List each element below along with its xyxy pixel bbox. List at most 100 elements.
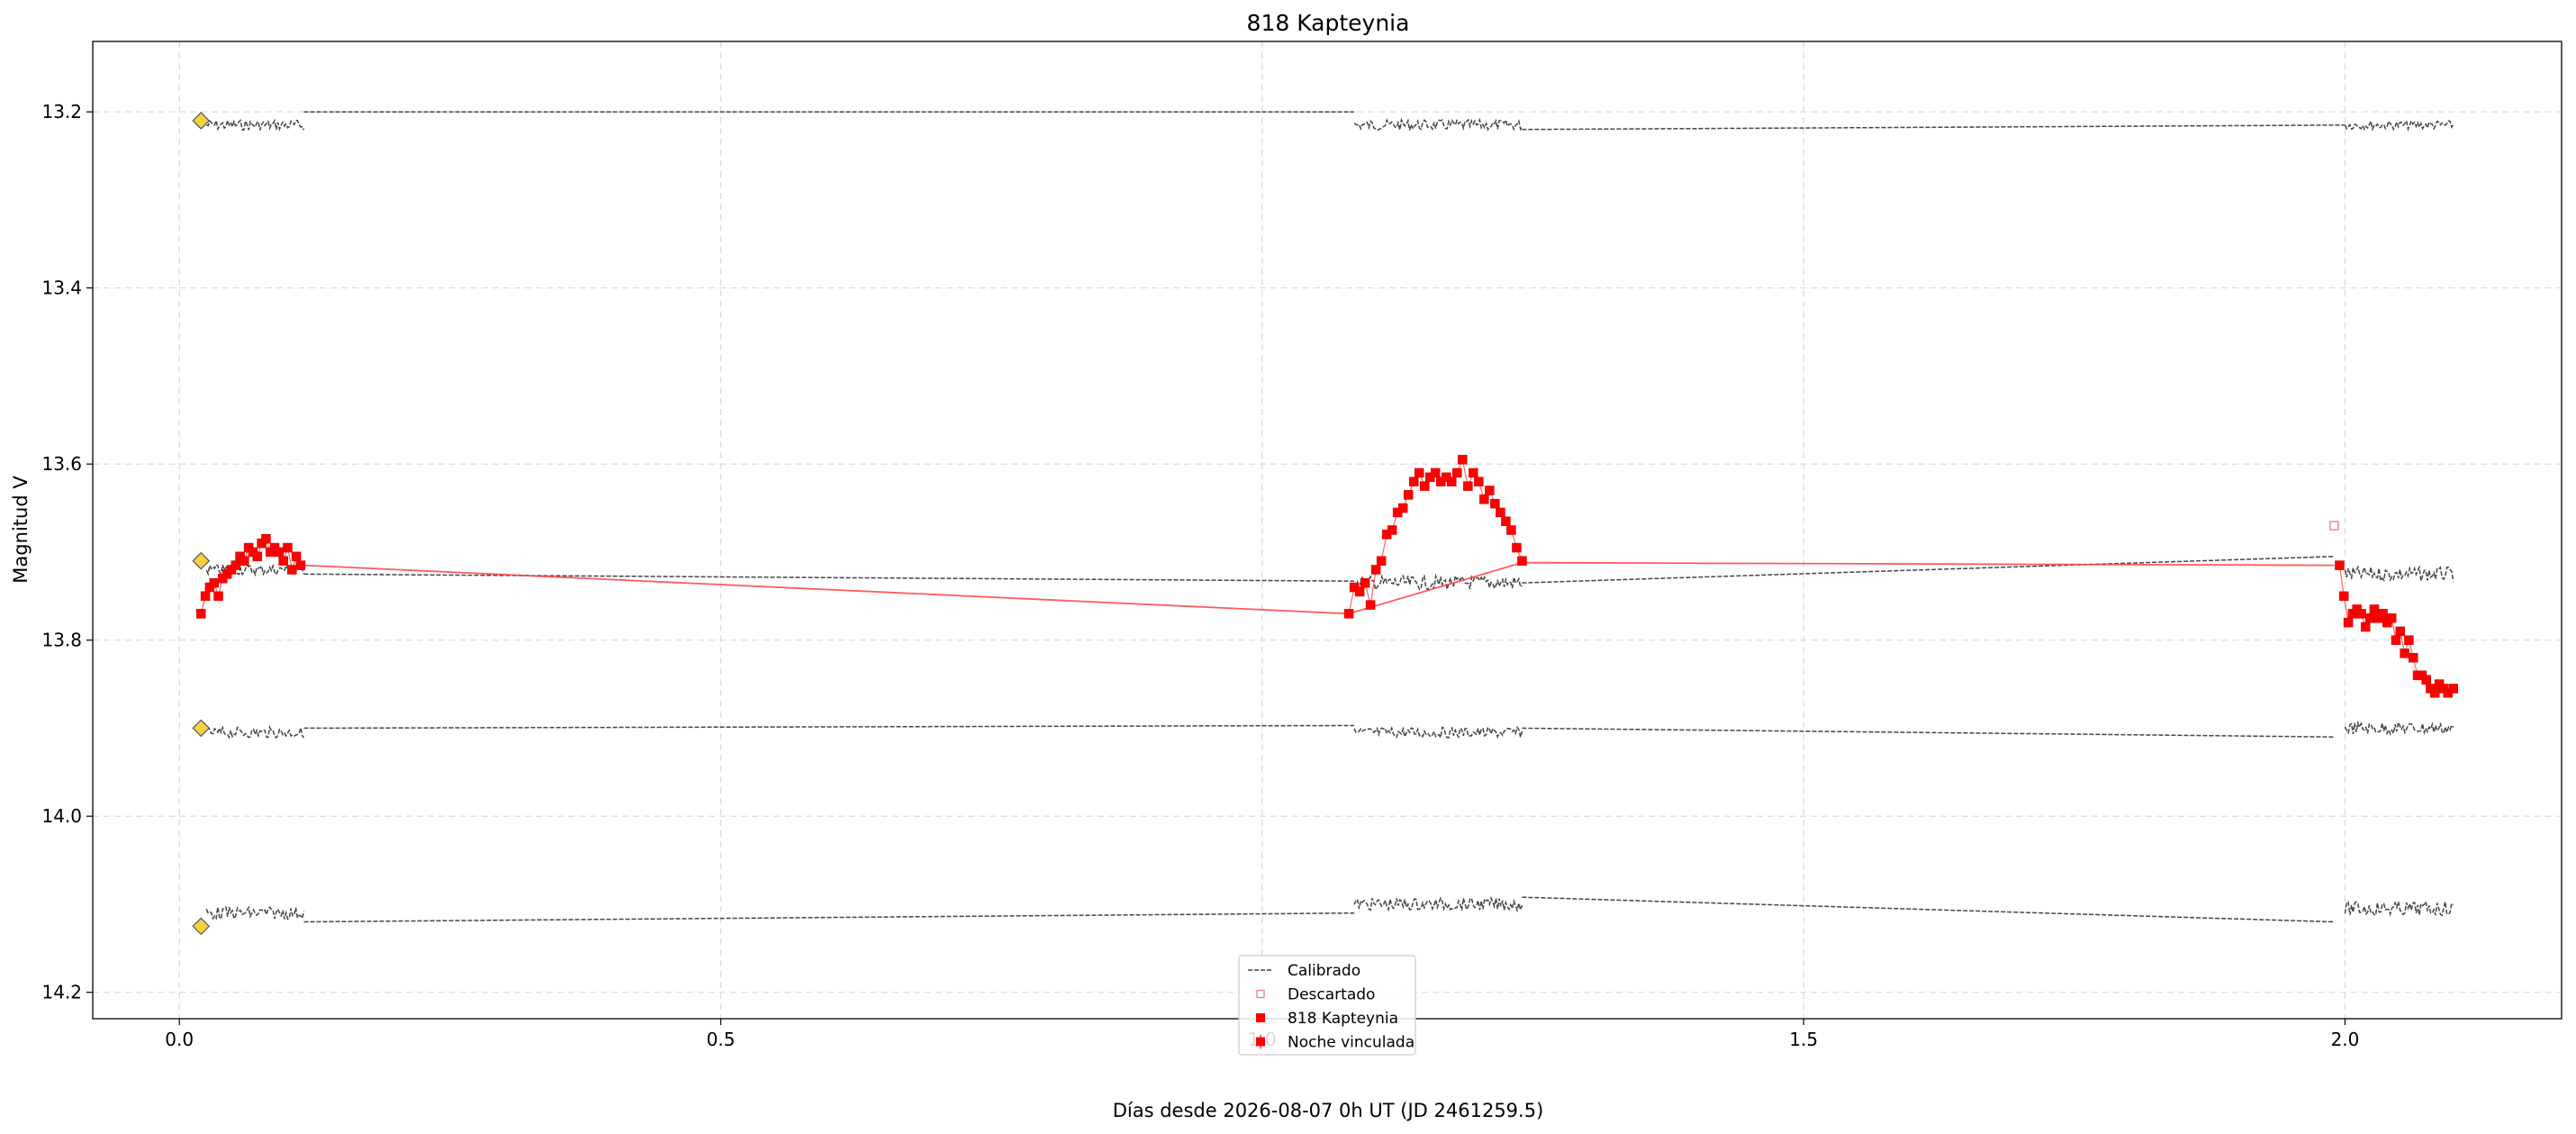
- target-point: [287, 565, 297, 575]
- x-tick-label: 2.0: [2331, 1029, 2360, 1050]
- legend-swatch-linked: [1256, 1037, 1265, 1047]
- target-point: [1403, 490, 1414, 500]
- target-point: [1397, 503, 1408, 513]
- target-point: [1490, 498, 1500, 509]
- chart-title: 818 Kapteynia: [1247, 10, 1410, 36]
- x-tick-label: 1.5: [1789, 1029, 1818, 1050]
- target-point: [1517, 556, 1527, 566]
- linked-night-line: [303, 561, 2335, 615]
- comparison-night-segment: [205, 905, 305, 921]
- target-point: [291, 551, 302, 562]
- target-point: [2361, 621, 2371, 632]
- target-points: [196, 455, 2458, 698]
- target-point: [1512, 542, 1522, 553]
- target-point: [295, 560, 306, 570]
- legend-label: Noche vinculada: [1288, 1034, 1415, 1052]
- comparison-link-line: [1522, 727, 2335, 738]
- comparison-star-marker: [192, 719, 211, 738]
- legend-label: Calibrado: [1288, 962, 1360, 980]
- target-point: [196, 609, 206, 619]
- target-point: [1474, 476, 1484, 486]
- legend-swatch-target: [1256, 1013, 1265, 1022]
- comparison-star-marker: [192, 551, 211, 570]
- legend-label: Descartado: [1288, 986, 1375, 1004]
- comparison-night-segment: [2344, 720, 2454, 736]
- target-point: [2391, 635, 2401, 645]
- comparison-night-segment: [2344, 564, 2454, 583]
- legend-label: 818 Kapteynia: [1288, 1010, 1398, 1028]
- comparison-night-segment: [1353, 573, 1523, 592]
- target-point: [252, 551, 263, 562]
- target-point: [1496, 507, 1505, 518]
- target-point: [1485, 485, 1495, 495]
- target-point: [1479, 494, 1489, 504]
- target-point: [2421, 675, 2431, 685]
- comparison-night-segment: [2344, 899, 2454, 917]
- target-point: [2378, 609, 2388, 619]
- y-tick-label: 13.6: [41, 453, 82, 475]
- comparison-night-segment: [1353, 895, 1523, 913]
- target-point: [2386, 612, 2397, 623]
- comparison-link-line: [1522, 124, 2346, 131]
- target-point: [2335, 560, 2345, 570]
- target-point: [283, 542, 293, 553]
- target-point: [2343, 617, 2354, 628]
- comparison-star-1: [192, 111, 2454, 132]
- comparison-night-segment: [1353, 725, 1523, 740]
- y-tick-label: 13.2: [41, 101, 82, 122]
- comparison-night-segment: [205, 118, 305, 132]
- comparison-link-line: [1522, 556, 2335, 584]
- comparison-star-4: [192, 895, 2454, 936]
- comparison-stars: [192, 111, 2454, 936]
- target-point: [213, 591, 223, 602]
- target-point: [200, 591, 211, 602]
- target-point: [2395, 626, 2406, 637]
- target-point: [2339, 591, 2349, 602]
- comparison-star-3: [192, 719, 2454, 740]
- target-point: [274, 547, 285, 558]
- y-tick-label: 14.0: [41, 805, 82, 827]
- target-point: [1408, 476, 1419, 486]
- y-tick-label: 14.2: [41, 982, 82, 1003]
- target-point: [2364, 612, 2375, 623]
- comparison-star-2: [192, 551, 2454, 592]
- target-point: [2430, 688, 2440, 698]
- target-point: [2369, 604, 2380, 614]
- target-point: [1376, 556, 1387, 566]
- target-point: [1387, 525, 1397, 535]
- target-point: [278, 556, 288, 566]
- target-point: [1431, 467, 1441, 478]
- comparison-night-segment: [2344, 119, 2454, 132]
- target-point: [1354, 586, 1365, 597]
- target-point: [2356, 609, 2366, 619]
- x-axis-label: Días desde 2026-08-07 0h UT (JD 2461259.…: [1113, 1100, 1544, 1121]
- target-point: [1343, 609, 1354, 619]
- comparison-link-line: [303, 573, 1355, 582]
- target-point: [1360, 577, 1370, 588]
- legend-box: [1238, 955, 1416, 1056]
- target-point: [261, 534, 271, 544]
- legend: Calibrado Descartado 818 Kapteynia Noche vi…: [1238, 955, 1416, 1056]
- target-point: [1414, 467, 1424, 478]
- target-point: [1447, 476, 1457, 486]
- target-point: [2400, 649, 2409, 658]
- target-point: [1370, 565, 1381, 575]
- target-point: [1419, 481, 1430, 491]
- comparison-link-line: [303, 912, 1355, 923]
- target-point: [2408, 652, 2418, 663]
- target-point: [1506, 525, 1516, 535]
- comparison-night-segment: [1353, 117, 1523, 132]
- target-point: [1463, 481, 1473, 491]
- legend-swatch-descartado: [1256, 989, 1265, 999]
- comparison-link-line: [1522, 896, 2335, 923]
- comparison-star-marker: [192, 917, 211, 936]
- target-point: [230, 560, 240, 570]
- target-point: [1501, 516, 1511, 526]
- x-tick-label: 0.5: [707, 1029, 736, 1050]
- x-tick-label: 0.0: [165, 1029, 194, 1050]
- target-point: [1452, 467, 1462, 478]
- y-tick-label: 13.4: [41, 277, 82, 299]
- target-point: [209, 577, 219, 588]
